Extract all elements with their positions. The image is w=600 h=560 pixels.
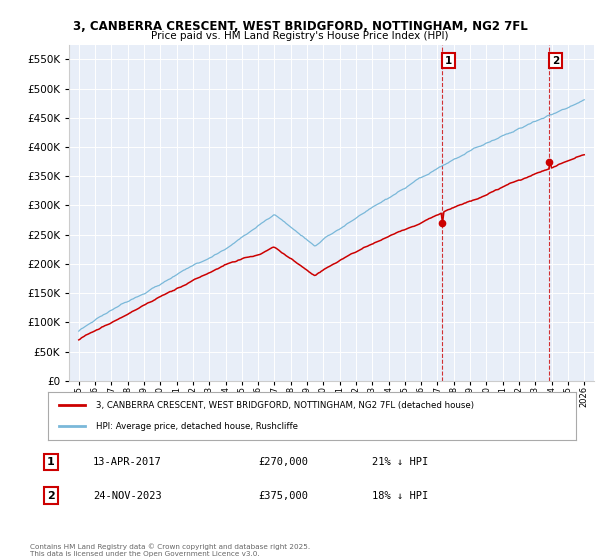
Text: 24-NOV-2023: 24-NOV-2023 [93,491,162,501]
Text: 18% ↓ HPI: 18% ↓ HPI [372,491,428,501]
Text: Contains HM Land Registry data © Crown copyright and database right 2025.
This d: Contains HM Land Registry data © Crown c… [30,544,310,557]
Text: 13-APR-2017: 13-APR-2017 [93,457,162,467]
Text: 1: 1 [445,55,452,66]
Text: 3, CANBERRA CRESCENT, WEST BRIDGFORD, NOTTINGHAM, NG2 7FL (detached house): 3, CANBERRA CRESCENT, WEST BRIDGFORD, NO… [95,401,473,410]
Text: 1: 1 [47,457,55,467]
Text: £270,000: £270,000 [258,457,308,467]
Text: 21% ↓ HPI: 21% ↓ HPI [372,457,428,467]
Text: 3, CANBERRA CRESCENT, WEST BRIDGFORD, NOTTINGHAM, NG2 7FL: 3, CANBERRA CRESCENT, WEST BRIDGFORD, NO… [73,20,527,32]
Text: 2: 2 [552,55,559,66]
Text: HPI: Average price, detached house, Rushcliffe: HPI: Average price, detached house, Rush… [95,422,298,431]
Text: Price paid vs. HM Land Registry's House Price Index (HPI): Price paid vs. HM Land Registry's House … [151,31,449,41]
Text: 2: 2 [47,491,55,501]
Text: £375,000: £375,000 [258,491,308,501]
